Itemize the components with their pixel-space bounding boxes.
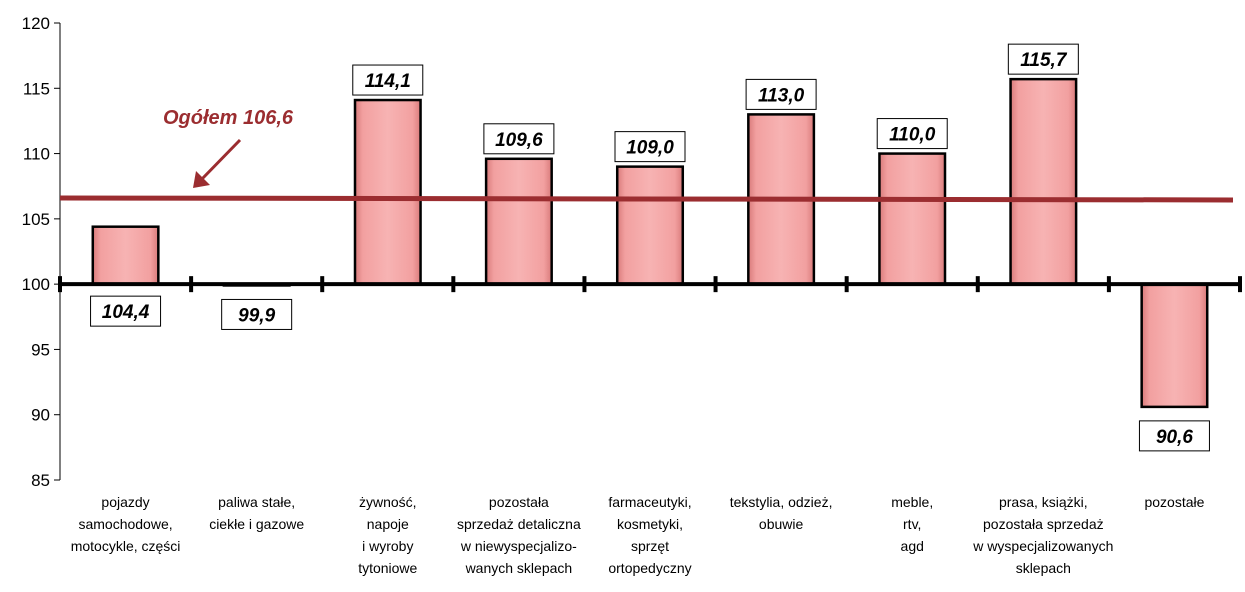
value-label: 90,6: [1138, 420, 1210, 452]
y-tick-label: 110: [23, 145, 50, 164]
category-label-line: ciekłe i gazowe: [209, 516, 304, 532]
category-label-line: pozostała: [489, 494, 549, 510]
value-label-text: 115,7: [1020, 50, 1068, 71]
value-label: 104,4: [90, 295, 162, 327]
value-label-box: [876, 118, 948, 150]
value-label-text: 104,4: [102, 302, 150, 323]
bar: [1009, 77, 1078, 286]
value-label: 109,0: [614, 131, 686, 163]
category-label: meble, rtv, agd: [891, 494, 933, 554]
category-label-line: sprzęt: [631, 538, 669, 554]
category-label-line: farmaceutyki,: [608, 494, 691, 510]
value-label-text: 109,6: [495, 130, 543, 151]
overall-arrow-shaft: [199, 138, 242, 182]
value-label-box: [483, 123, 555, 155]
bar: [353, 98, 422, 286]
category-label-line: tekstylia, odzież,: [730, 494, 833, 510]
category-label: żywność, napoje i wyroby tytoniowe: [358, 494, 417, 576]
category-label-line: i wyroby: [362, 538, 413, 554]
y-tick-label: 90: [31, 406, 50, 425]
category-label: prasa, książki, pozostała sprzedaż w wyspe…: [972, 494, 1113, 576]
value-label: 114,1: [352, 64, 424, 96]
value-label: 115,7: [1007, 43, 1079, 75]
category-label-line: paliwa stałe,: [218, 494, 295, 510]
category-label-line: w niewyspecjalizo-: [460, 538, 577, 554]
overall-line-group: Ogółem 106,6: [59, 107, 1234, 203]
value-labels: 104,4 99,9 114,1 109,6 109,0 113,0 110,0 115,7 9…: [90, 43, 1210, 452]
category-label-line: kosmetyki,: [617, 516, 683, 532]
category-label-line: agd: [901, 538, 924, 554]
bar: [91, 225, 160, 286]
category-label-line: tytoniowe: [358, 560, 417, 576]
value-label-text: 114,1: [365, 71, 411, 92]
category-label-line: pozostała sprzedaż: [983, 516, 1104, 532]
category-label: pojazdy samochodowe, motocykle, części: [71, 494, 181, 554]
y-axis: 85 90 95 100 105 110 115 120: [22, 14, 61, 490]
bar: [615, 165, 685, 286]
category-label-line: pozostałe: [1144, 494, 1204, 510]
category-label-line: motocykle, części: [71, 538, 181, 554]
category-label-line: sklepach: [1016, 560, 1071, 576]
value-label: 99,9: [221, 298, 293, 330]
category-label: pozostała sprzedaż detaliczna w niewyspecj…: [457, 494, 581, 576]
value-label-box: [352, 64, 424, 96]
bar: [484, 157, 553, 286]
category-label-line: ortopedyczny: [608, 560, 691, 576]
category-label-line: żywność,: [359, 494, 417, 510]
value-label-text: 99,9: [238, 305, 275, 326]
overall-arrow-head: [193, 171, 210, 188]
category-label-line: meble,: [891, 494, 933, 510]
value-label-box: [90, 295, 162, 327]
value-label-text: 109,0: [626, 138, 674, 159]
y-tick-label: 95: [31, 340, 50, 359]
value-label-box: [1138, 420, 1210, 452]
value-label-text: 113,0: [758, 85, 805, 106]
y-tick-label: 100: [22, 275, 50, 294]
overall-reference-line: [59, 195, 1234, 203]
category-label-line: wanych sklepach: [465, 560, 573, 576]
category-label-line: napoje: [367, 516, 409, 532]
category-label-line: rtv,: [903, 516, 921, 532]
value-label-text: 110,0: [889, 125, 936, 146]
category-label-line: sprzedaż detaliczna: [457, 516, 581, 532]
category-label: farmaceutyki, kosmetyki, sprzęt ortopedyczn…: [608, 494, 691, 576]
category-label: pozostałe: [1144, 494, 1204, 510]
value-label: 109,6: [483, 123, 555, 155]
category-label-line: w wyspecjalizowanych: [972, 538, 1113, 554]
value-label-box: [614, 131, 686, 163]
y-tick-label: 120: [22, 14, 50, 33]
value-label-box: [221, 298, 293, 330]
y-tick-label: 85: [31, 471, 50, 490]
bar: [1140, 282, 1209, 409]
baseline-axis: [58, 276, 1242, 293]
value-label-box: [1007, 43, 1079, 75]
value-label-text: 90,6: [1156, 427, 1193, 448]
y-tick-label: 115: [23, 79, 50, 98]
category-label: paliwa stałe, ciekłe i gazowe: [209, 494, 304, 532]
category-label-line: prasa, książki,: [999, 494, 1088, 510]
category-labels: pojazdy samochodowe, motocykle, części pali…: [71, 494, 1205, 576]
value-label: 110,0: [876, 118, 948, 150]
category-label-line: obuwie: [759, 516, 804, 532]
overall-label: Ogółem 106,6: [163, 107, 294, 129]
value-label-box: [745, 78, 817, 110]
value-label: 113,0: [745, 78, 817, 110]
category-label-line: samochodowe,: [78, 516, 172, 532]
category-label: tekstylia, odzież, obuwie: [730, 494, 833, 532]
bar: [878, 152, 947, 286]
y-tick-label: 105: [22, 210, 50, 229]
category-label-line: pojazdy: [101, 494, 149, 510]
